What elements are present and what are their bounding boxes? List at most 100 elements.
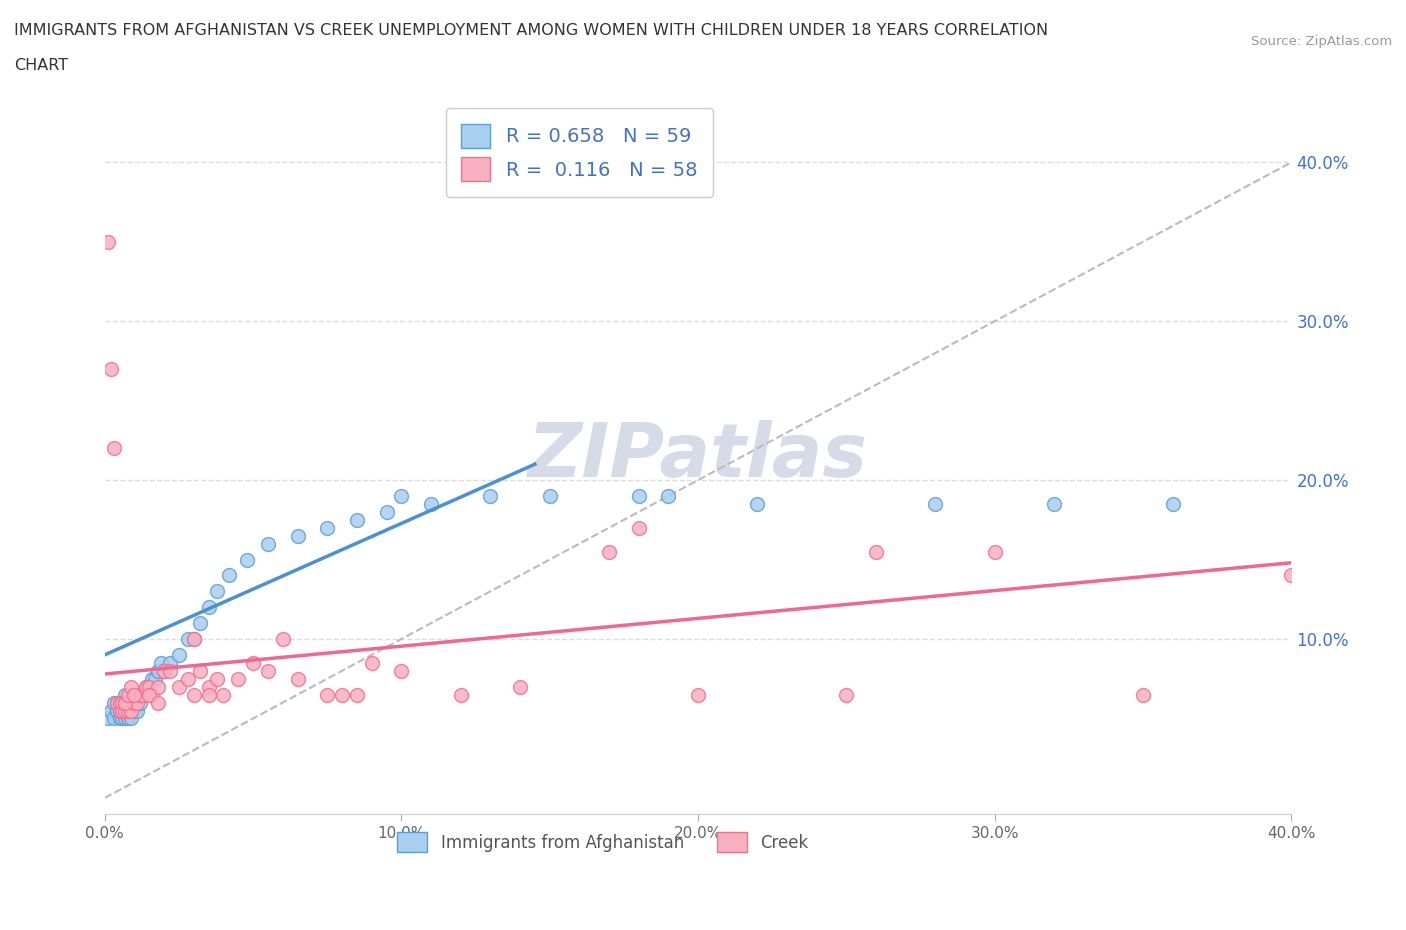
Point xyxy=(212,687,235,702)
Point xyxy=(218,568,240,583)
Point xyxy=(1281,568,1303,583)
Point xyxy=(598,544,620,559)
Point xyxy=(316,687,339,702)
Point xyxy=(146,695,169,710)
Point xyxy=(114,687,136,702)
Point xyxy=(197,600,219,615)
Point xyxy=(114,711,136,726)
Point xyxy=(346,512,368,527)
Point xyxy=(177,631,200,646)
Point xyxy=(1132,687,1154,702)
Point xyxy=(124,695,146,710)
Point xyxy=(389,663,412,678)
Point xyxy=(117,703,139,718)
Point xyxy=(103,711,125,726)
Legend: Immigrants from Afghanistan, Creek: Immigrants from Afghanistan, Creek xyxy=(391,826,815,859)
Point xyxy=(127,703,149,718)
Point xyxy=(627,488,650,503)
Point xyxy=(114,695,136,710)
Point xyxy=(257,537,280,551)
Point xyxy=(226,671,249,686)
Point xyxy=(111,695,134,710)
Point xyxy=(138,687,160,702)
Point xyxy=(100,703,122,718)
Point xyxy=(105,703,128,718)
Point xyxy=(108,711,131,726)
Point xyxy=(105,695,128,710)
Point xyxy=(120,695,142,710)
Point xyxy=(236,552,259,567)
Point xyxy=(108,703,131,718)
Point xyxy=(111,703,134,718)
Point xyxy=(360,656,382,671)
Point xyxy=(108,695,131,710)
Point xyxy=(1161,497,1184,512)
Point xyxy=(135,679,157,694)
Point xyxy=(117,687,139,702)
Text: CHART: CHART xyxy=(14,58,67,73)
Point xyxy=(120,703,142,718)
Point xyxy=(141,671,163,686)
Point xyxy=(111,695,134,710)
Point xyxy=(108,703,131,718)
Point xyxy=(127,695,149,710)
Point xyxy=(129,687,152,702)
Point xyxy=(207,671,229,686)
Point xyxy=(316,521,339,536)
Point xyxy=(124,687,146,702)
Point xyxy=(153,663,176,678)
Point xyxy=(657,488,679,503)
Point xyxy=(375,504,398,519)
Point xyxy=(124,703,146,718)
Point xyxy=(287,671,309,686)
Point xyxy=(129,695,152,710)
Point xyxy=(135,679,157,694)
Point xyxy=(865,544,887,559)
Point xyxy=(924,497,946,512)
Point xyxy=(183,687,205,702)
Point xyxy=(114,703,136,718)
Point xyxy=(120,711,142,726)
Point xyxy=(114,703,136,718)
Point xyxy=(120,679,142,694)
Point xyxy=(538,488,561,503)
Point xyxy=(167,679,190,694)
Point xyxy=(141,687,163,702)
Point xyxy=(177,671,200,686)
Point xyxy=(129,687,152,702)
Point xyxy=(100,362,122,377)
Point xyxy=(287,528,309,543)
Point xyxy=(346,687,368,702)
Point xyxy=(97,711,120,726)
Point xyxy=(159,663,181,678)
Point xyxy=(450,687,472,702)
Point xyxy=(97,234,120,249)
Point xyxy=(124,687,146,702)
Point xyxy=(105,695,128,710)
Point xyxy=(257,663,280,678)
Point xyxy=(167,647,190,662)
Point xyxy=(420,497,443,512)
Point xyxy=(183,631,205,646)
Point xyxy=(146,663,169,678)
Point xyxy=(183,631,205,646)
Point xyxy=(111,711,134,726)
Point xyxy=(197,687,219,702)
Point xyxy=(150,656,173,671)
Point xyxy=(111,703,134,718)
Point xyxy=(747,497,769,512)
Point xyxy=(103,695,125,710)
Point xyxy=(509,679,531,694)
Point xyxy=(984,544,1007,559)
Point xyxy=(835,687,858,702)
Point xyxy=(242,656,264,671)
Point xyxy=(686,687,709,702)
Text: Source: ZipAtlas.com: Source: ZipAtlas.com xyxy=(1251,35,1392,48)
Point xyxy=(132,687,155,702)
Point xyxy=(627,521,650,536)
Point xyxy=(159,656,181,671)
Point xyxy=(188,616,211,631)
Point xyxy=(124,695,146,710)
Point xyxy=(330,687,353,702)
Point xyxy=(1043,497,1066,512)
